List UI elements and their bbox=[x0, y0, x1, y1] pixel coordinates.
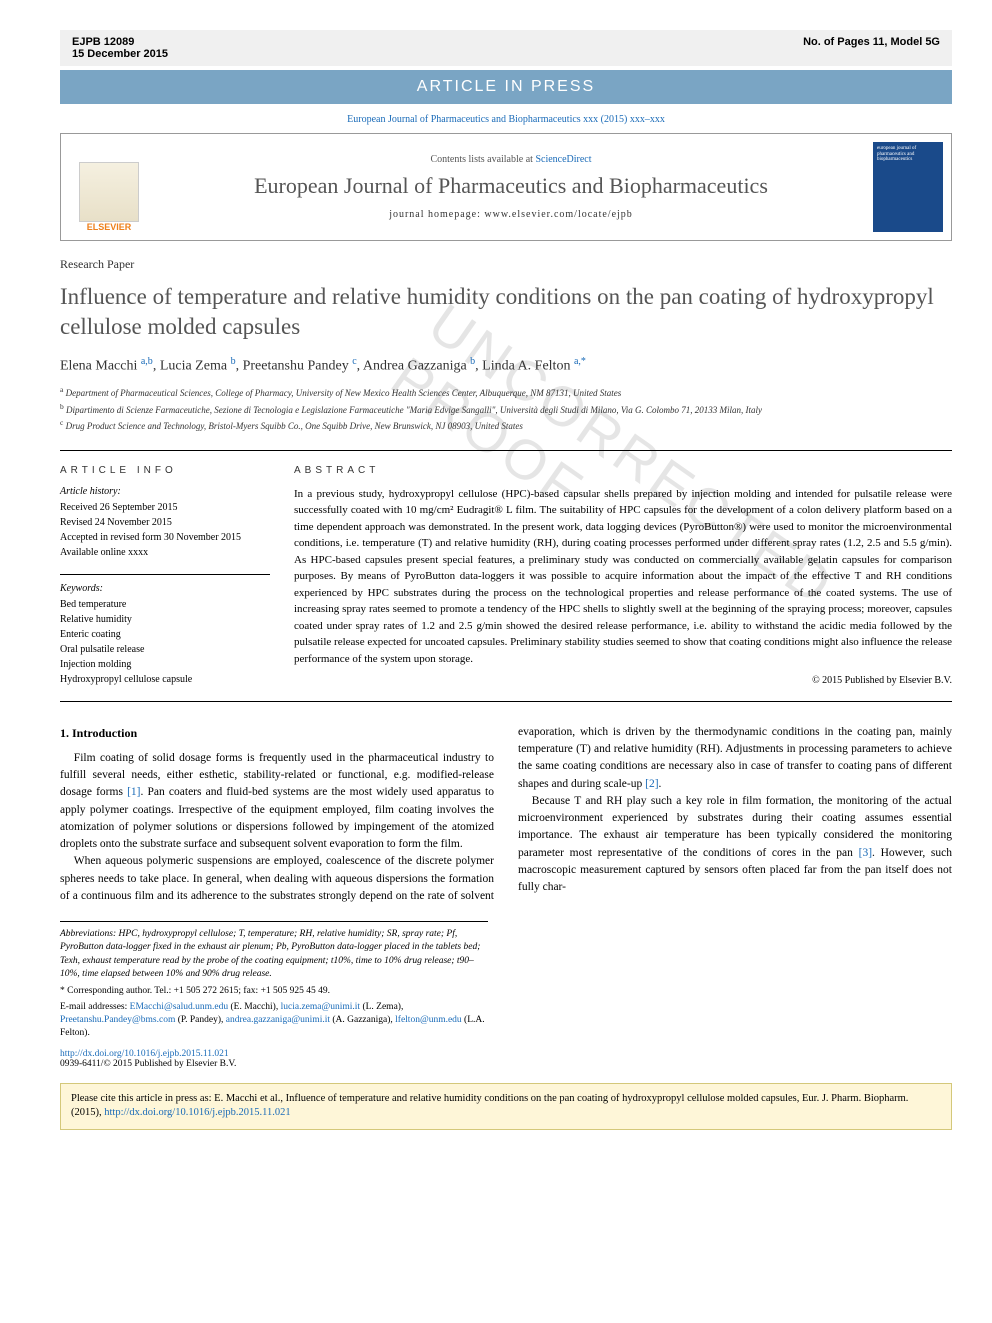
homepage-line: journal homepage: www.elsevier.com/locat… bbox=[161, 209, 861, 220]
issn-copyright: 0939-6411/© 2015 Published by Elsevier B… bbox=[60, 1059, 236, 1069]
body-paragraph: Film coating of solid dosage forms is fr… bbox=[60, 750, 494, 854]
elsevier-text: ELSEVIER bbox=[87, 222, 132, 232]
abstract-heading: ABSTRACT bbox=[294, 465, 952, 476]
history-item: Received 26 September 2015 bbox=[60, 500, 270, 515]
doi-link[interactable]: http://dx.doi.org/10.1016/j.ejpb.2015.11… bbox=[60, 1049, 229, 1059]
keyword-item: Injection molding bbox=[60, 657, 270, 672]
proof-id: EJPB 12089 bbox=[72, 36, 168, 48]
article-info-heading: ARTICLE INFO bbox=[60, 465, 270, 476]
history-item: Revised 24 November 2015 bbox=[60, 515, 270, 530]
journal-header: ELSEVIER Contents lists available at Sci… bbox=[60, 133, 952, 241]
history-item: Available online xxxx bbox=[60, 545, 270, 560]
footnotes: Abbreviations: HPC, hydroxypropyl cellul… bbox=[60, 921, 488, 1040]
corresponding-author: * Corresponding author. Tel.: +1 505 272… bbox=[60, 985, 488, 998]
keyword-item: Oral pulsatile release bbox=[60, 642, 270, 657]
email-addresses: E-mail addresses: EMacchi@salud.unm.edu … bbox=[60, 1001, 488, 1041]
copyright: © 2015 Published by Elsevier B.V. bbox=[294, 675, 952, 686]
running-head: European Journal of Pharmaceutics and Bi… bbox=[60, 114, 952, 125]
keyword-item: Bed temperature bbox=[60, 597, 270, 612]
affiliations: a Department of Pharmaceutical Sciences,… bbox=[60, 384, 952, 434]
proof-header: EJPB 12089 15 December 2015 No. of Pages… bbox=[60, 30, 952, 66]
abstract-column: ABSTRACT In a previous study, hydroxypro… bbox=[294, 465, 952, 687]
authors: Elena Macchi a,b, Lucia Zema b, Preetans… bbox=[60, 356, 952, 375]
section-heading: 1. Introduction bbox=[60, 724, 494, 742]
journal-cover-thumb: european journal of pharmaceutics and bi… bbox=[873, 142, 943, 232]
elsevier-tree-icon bbox=[79, 162, 139, 222]
keyword-item: Enteric coating bbox=[60, 627, 270, 642]
citation-box: Please cite this article in press as: E.… bbox=[60, 1083, 952, 1130]
info-abstract-row: ARTICLE INFO Article history: Received 2… bbox=[60, 450, 952, 702]
elsevier-logo: ELSEVIER bbox=[69, 142, 149, 232]
journal-name: European Journal of Pharmaceutics and Bi… bbox=[161, 173, 861, 199]
proof-date: 15 December 2015 bbox=[72, 48, 168, 60]
article-type: Research Paper bbox=[60, 257, 952, 272]
abstract-text: In a previous study, hydroxypropyl cellu… bbox=[294, 486, 952, 668]
proof-model: No. of Pages 11, Model 5G bbox=[803, 36, 940, 60]
sciencedirect-link[interactable]: ScienceDirect bbox=[535, 154, 591, 165]
contents-line: Contents lists available at ScienceDirec… bbox=[161, 154, 861, 165]
cite-doi-link[interactable]: http://dx.doi.org/10.1016/j.ejpb.2015.11… bbox=[104, 1107, 290, 1118]
keywords-heading: Keywords: bbox=[60, 583, 270, 594]
keyword-item: Hydroxypropyl cellulose capsule bbox=[60, 672, 270, 687]
article-title: Influence of temperature and relative hu… bbox=[60, 282, 952, 342]
doi-block: http://dx.doi.org/10.1016/j.ejpb.2015.11… bbox=[60, 1049, 952, 1069]
keyword-item: Relative humidity bbox=[60, 612, 270, 627]
article-in-press-banner: ARTICLE IN PRESS bbox=[60, 70, 952, 104]
body-paragraph: Because T and RH play such a key role in… bbox=[518, 793, 952, 897]
body-text: 1. Introduction Film coating of solid do… bbox=[60, 724, 952, 905]
article-info-column: ARTICLE INFO Article history: Received 2… bbox=[60, 465, 270, 687]
abbreviations: Abbreviations: HPC, hydroxypropyl cellul… bbox=[60, 928, 488, 981]
history-heading: Article history: bbox=[60, 486, 270, 497]
history-item: Accepted in revised form 30 November 201… bbox=[60, 530, 270, 545]
